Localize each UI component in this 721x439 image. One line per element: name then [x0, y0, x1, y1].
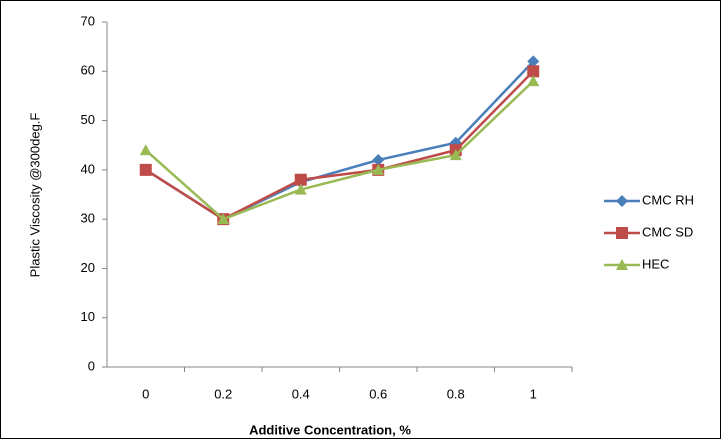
marker	[449, 149, 462, 161]
x-tick-label: 0	[142, 386, 149, 401]
y-tick-label: 60	[81, 63, 95, 78]
legend-label: CMC SD	[642, 224, 693, 239]
marker	[616, 259, 628, 270]
marker	[294, 173, 307, 186]
series-line	[145, 70, 535, 221]
y-tick-label: 10	[81, 309, 95, 324]
marker	[372, 154, 385, 166]
marker	[527, 75, 540, 87]
marker	[217, 213, 230, 225]
legend-label: CMC RH	[642, 192, 694, 207]
x-tick-label: 0.6	[369, 386, 387, 401]
series-line	[144, 80, 535, 221]
legend-label: HEC	[642, 256, 669, 271]
y-axis-title: Plastic Viscosity @300deg.F	[27, 113, 42, 278]
x-tick-label: 1	[530, 386, 537, 401]
y-tick-label: 0	[88, 358, 95, 373]
marker	[527, 65, 540, 78]
y-tick-label: 30	[81, 211, 95, 226]
marker	[372, 163, 385, 175]
x-tick-label: 0.8	[447, 386, 465, 401]
y-tick-label: 20	[81, 260, 95, 275]
marker	[139, 163, 152, 176]
y-tick-label: 40	[81, 161, 95, 176]
marker	[294, 183, 307, 195]
x-tick-label: 0.2	[214, 386, 232, 401]
y-tick-label: 50	[81, 112, 95, 127]
marker	[139, 144, 152, 156]
marker	[616, 227, 628, 239]
marker	[527, 55, 540, 68]
marker	[616, 195, 628, 207]
y-tick-label: 70	[81, 13, 95, 28]
x-axis-title: Additive Concentration, %	[249, 422, 411, 437]
x-tick-label: 0.4	[292, 386, 310, 401]
